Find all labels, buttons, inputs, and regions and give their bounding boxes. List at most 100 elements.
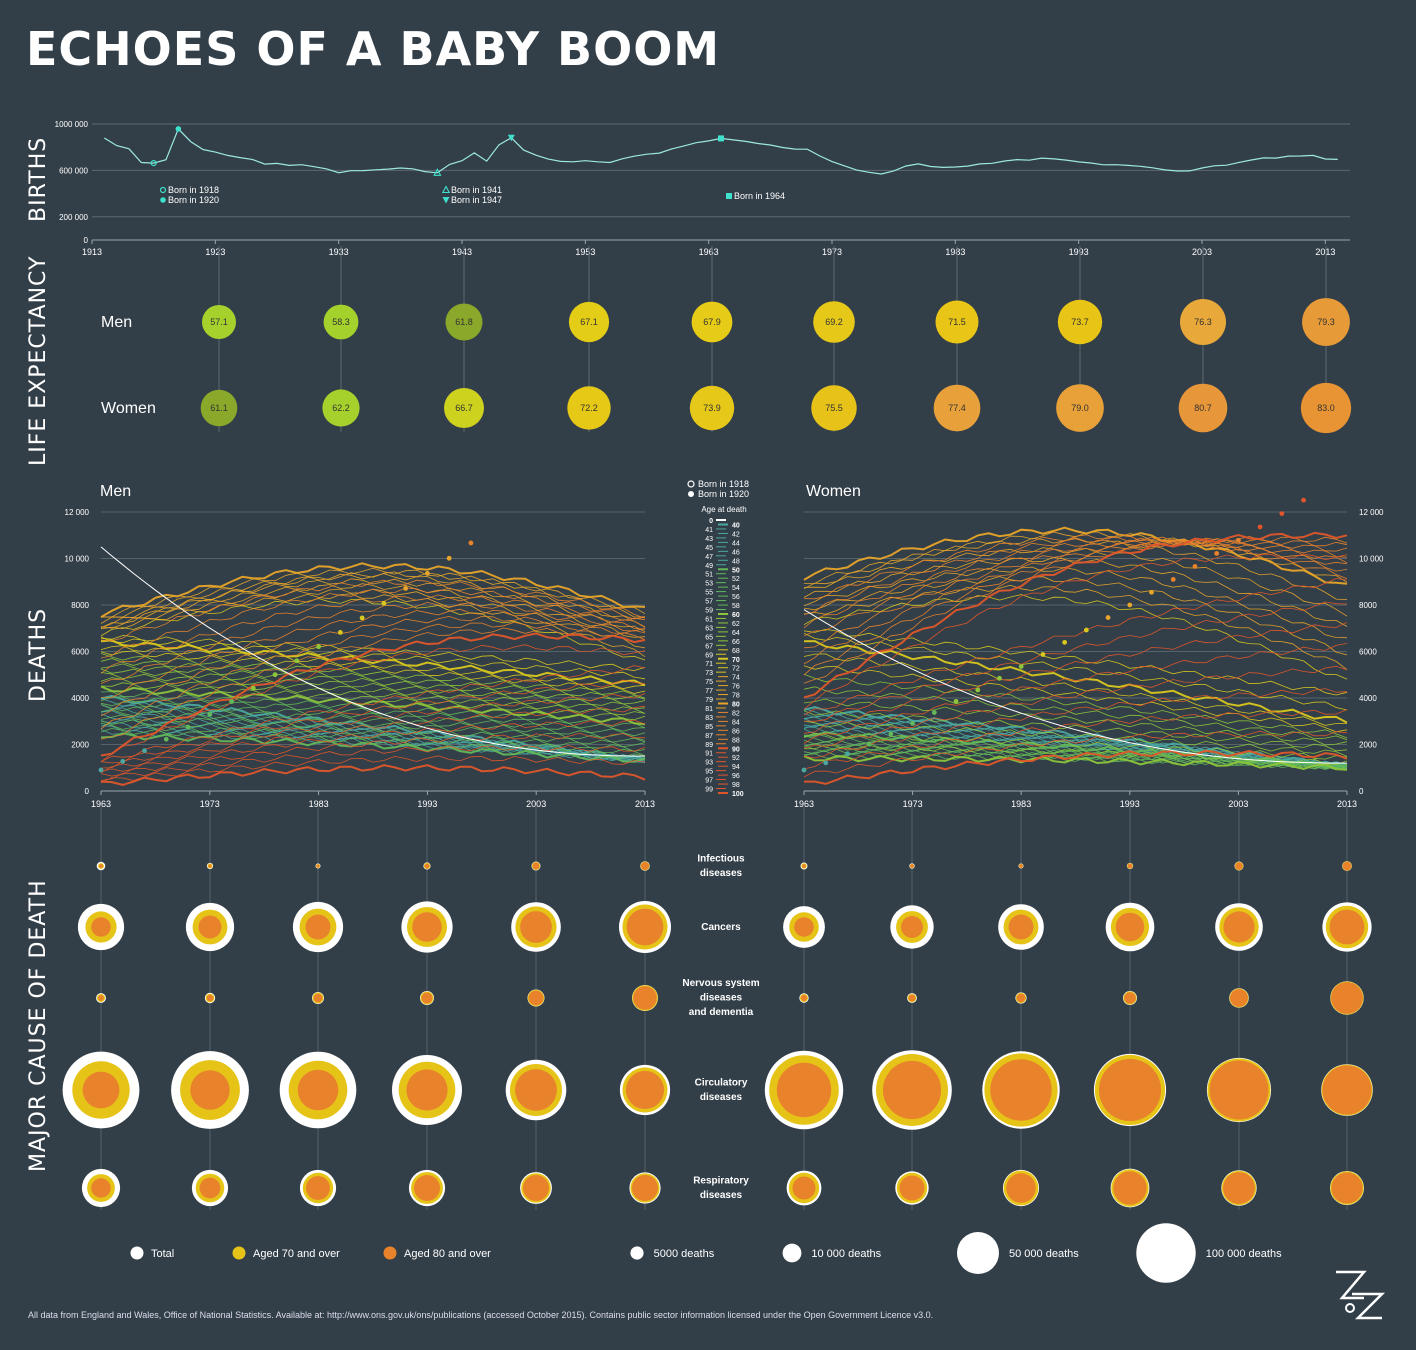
deaths-y-tick-label: 10 000 [65, 555, 90, 564]
deaths-cohort-dot [1214, 551, 1220, 556]
life-expectancy-value-label: 71.5 [948, 317, 966, 327]
age-legend-label: 42 [732, 531, 740, 538]
cause-bubble-aged80 [1223, 911, 1255, 943]
deaths-age-line [803, 531, 1348, 699]
deaths-age-line [100, 650, 646, 694]
life-expectancy-bubble [691, 301, 733, 343]
cause-row-label: diseases [700, 1092, 743, 1103]
life-expectancy-value-label: 75.5 [825, 403, 843, 413]
deaths-age-line [100, 668, 646, 710]
cause-row-label: and dementia [689, 1007, 754, 1018]
cause-bubble-aged80 [794, 917, 814, 937]
cause-bubble-aged80 [776, 1062, 832, 1118]
deaths-age-line [803, 686, 1348, 741]
life-expectancy-bubble [813, 301, 855, 343]
deaths-cohort-dot [1040, 652, 1046, 657]
legend-size-circle [1136, 1223, 1196, 1283]
age-legend-label: 63 [705, 625, 713, 632]
births-y-tick-label: 1000 000 [55, 120, 89, 129]
age-legend-label: 72 [732, 666, 740, 673]
deaths-age-line [100, 601, 646, 684]
births-y-tick-label: 200 000 [59, 213, 88, 222]
age-legend-label: 99 [705, 787, 713, 794]
deaths-x-tick-label: 2013 [1337, 799, 1357, 809]
deaths-cohort-dot [316, 644, 321, 650]
cause-bubble-aged80 [91, 917, 111, 937]
cause-row-label: diseases [700, 993, 743, 1004]
age-legend-label: 59 [705, 608, 713, 615]
life-expectancy-value-label: 61.8 [455, 317, 473, 327]
cause-bubble-aged80 [882, 1060, 942, 1120]
age-legend-label: 48 [732, 558, 740, 565]
deaths-age-line [100, 608, 646, 698]
age-legend-label: 55 [705, 590, 713, 597]
age-legend-label: 71 [705, 661, 713, 668]
deaths-cohort-dot [1192, 564, 1198, 569]
deaths-age-line [803, 698, 1348, 746]
deaths-x-tick-label: 1983 [309, 799, 329, 809]
deaths-cohort-dot [359, 615, 365, 621]
deaths-age-line [100, 645, 646, 690]
deaths-age-line [803, 643, 1348, 744]
cause-bubble-aged80 [1006, 1173, 1036, 1203]
life-expectancy-bubble [202, 305, 236, 339]
legend-layer-label: Total [151, 1248, 174, 1260]
deaths-cohort-dot [1236, 537, 1241, 543]
deaths-age-line [803, 601, 1348, 722]
cause-bubble-aged80 [414, 1175, 440, 1201]
births-marker [718, 135, 724, 142]
deaths-cohort-dot [997, 675, 1002, 681]
cause-bubble-aged80 [98, 995, 104, 1001]
cause-bubble-aged80 [990, 1059, 1052, 1121]
cause-bubble-aged80 [306, 1176, 330, 1200]
deaths-y-tick-label: 8000 [71, 601, 89, 610]
deaths-age-line [100, 685, 646, 726]
life-expectancy-value-label: 67.9 [703, 317, 721, 327]
births-x-tick-label: 2013 [1315, 247, 1335, 257]
life-expectancy-bubble [1056, 384, 1104, 432]
deaths-age-line [100, 696, 646, 732]
deaths-cohort-dot [845, 751, 850, 757]
age-legend-label: 79 [705, 697, 713, 704]
life-expectancy-value-label: 58.3 [332, 317, 350, 327]
cause-bubble-aged80 [424, 863, 430, 869]
deaths-panel-title: Men [100, 483, 131, 500]
deaths-y-tick-label: 4000 [71, 694, 89, 703]
cause-bubble-aged80 [1223, 1172, 1255, 1204]
age-legend-label: 53 [705, 581, 713, 588]
deaths-cohort-dot [229, 699, 234, 704]
life-expectancy-value-label: 67.1 [580, 317, 598, 327]
deaths-age-line [100, 583, 646, 638]
legend-size-circle [782, 1243, 802, 1263]
cause-bubble-aged80 [198, 915, 222, 939]
deaths-age-line [100, 709, 646, 743]
deaths-age-line [100, 719, 646, 772]
cause-bubble-aged80 [1115, 912, 1145, 942]
age-legend-label: 69 [705, 652, 713, 659]
deaths-cohort-dot [207, 712, 213, 717]
births-legend-icon [442, 197, 450, 204]
deaths-cohort-dot [888, 731, 894, 737]
cause-bubble-aged80 [802, 864, 806, 868]
births-legend-label: Born in 1941 [451, 185, 502, 195]
life-expectancy-bubble [1300, 382, 1352, 434]
cause-bubble-aged80 [1124, 992, 1136, 1004]
life-expectancy-bubble [568, 301, 610, 343]
deaths-age-line [803, 732, 1348, 760]
life-expectancy-value-label: 76.3 [1194, 317, 1212, 327]
deaths-age-line [100, 679, 646, 764]
cause-bubble-aged80 [91, 1178, 111, 1198]
deaths-age-line [803, 526, 1348, 585]
cause-bubble-aged80 [421, 992, 433, 1004]
deaths-x-tick-label: 2003 [1228, 799, 1248, 809]
deaths-cohort-dot [910, 721, 915, 726]
deaths-age-line [803, 709, 1348, 770]
cause-bubble-aged80 [532, 862, 540, 870]
legend-size-circle [630, 1246, 644, 1260]
deaths-age-line [803, 621, 1348, 734]
cause-bubble-aged80 [625, 1070, 665, 1110]
life-expectancy-bubble [200, 389, 238, 427]
life-expectancy-value-label: 79.3 [1317, 317, 1335, 327]
age-legend-label: 56 [732, 594, 740, 601]
deaths-cohort-dot [1279, 511, 1285, 517]
